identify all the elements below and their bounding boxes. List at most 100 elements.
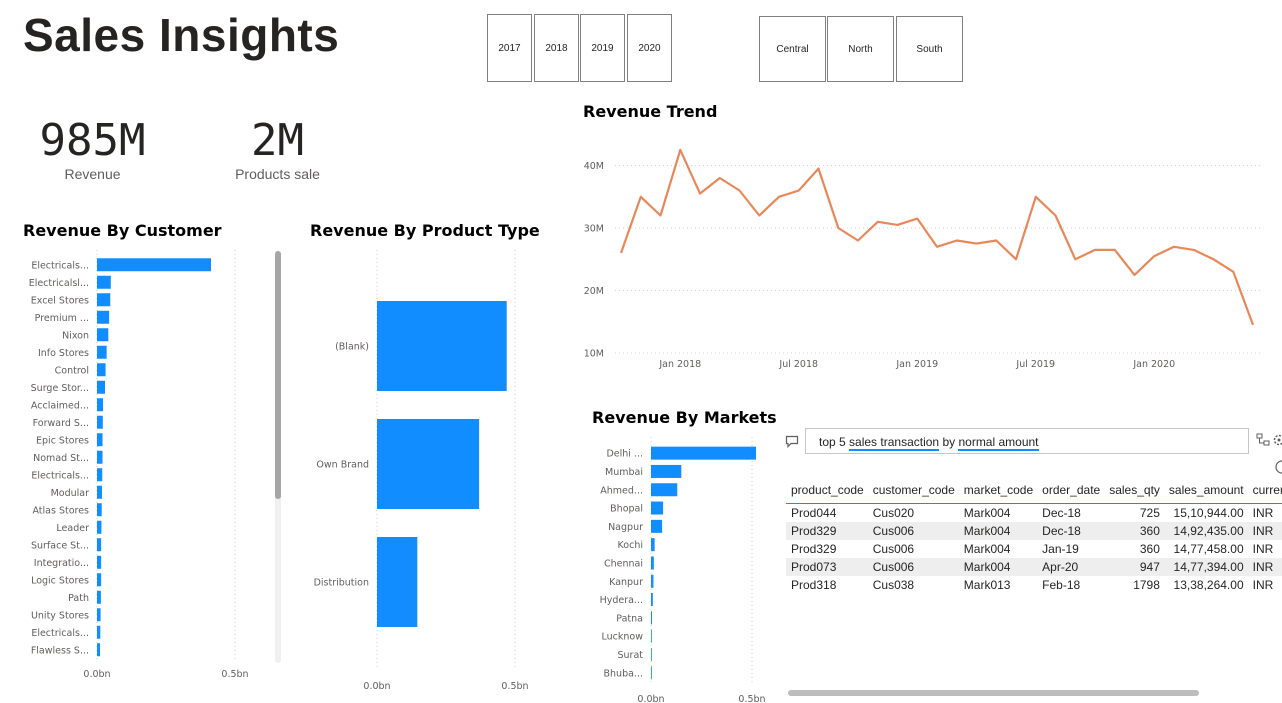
- category-label: Bhuba...: [604, 668, 643, 679]
- year-slicer-option[interactable]: 2017: [487, 14, 532, 82]
- table-cell: 360: [1104, 522, 1164, 540]
- category-label: Nixon: [62, 330, 89, 341]
- settings-icon[interactable]: [1272, 433, 1282, 447]
- bar: [97, 555, 102, 569]
- trend-chart-title: Revenue Trend: [583, 102, 718, 121]
- category-label: Unity Stores: [31, 610, 89, 621]
- table-cell: Cus006: [872, 542, 915, 556]
- table-cell: INR: [1252, 578, 1274, 592]
- bar: [97, 398, 104, 412]
- table-cell: Mark004: [963, 506, 1011, 520]
- table-row[interactable]: Prod318 Cus038 Mark013 Feb-18 1798 13,38,264.…: [786, 576, 1282, 594]
- bar: [97, 608, 101, 622]
- kpi-label: Revenue: [64, 166, 121, 182]
- bar: [651, 464, 682, 478]
- axis-tick-label: 20M: [584, 286, 604, 297]
- region-slicer-option[interactable]: South: [896, 16, 963, 82]
- table-cell: 14,77,458.00: [1173, 542, 1244, 556]
- table-row[interactable]: Prod044 Cus020 Mark004 Dec-18 725 15,10,944.0…: [786, 504, 1282, 523]
- table-cell: 15,10,944.00: [1173, 506, 1244, 520]
- qa-term: by: [942, 435, 956, 449]
- category-label: Atlas Stores: [32, 505, 89, 516]
- category-label: Electricals...: [31, 470, 89, 481]
- table-cell: 14,77,394.00: [1163, 558, 1248, 576]
- year-slicer-option[interactable]: 2020: [627, 14, 672, 82]
- chat-icon[interactable]: [785, 435, 799, 448]
- column-header[interactable]: sales_qty: [1104, 479, 1164, 504]
- axis-tick-label: Jul 2019: [1015, 359, 1055, 370]
- axis-tick-label: Jan 2020: [1132, 359, 1175, 370]
- category-label: Patna: [616, 613, 643, 624]
- table-cell: Prod073: [786, 558, 868, 576]
- table-row[interactable]: Prod329 Cus006 Mark004 Dec-18 360 14,92,435.0…: [786, 522, 1282, 540]
- column-header[interactable]: market_code: [958, 479, 1038, 504]
- category-label: Electricals...: [31, 628, 89, 639]
- kpi-card-products-sale[interactable]: 2M Products sale: [205, 115, 350, 182]
- bar: [97, 450, 103, 464]
- category-label: Path: [68, 593, 89, 604]
- table-cell: INR: [1247, 558, 1282, 576]
- bar: [97, 275, 111, 289]
- qa-horizontal-scrollbar[interactable]: [788, 690, 1199, 696]
- table-cell: 947: [1104, 558, 1164, 576]
- axis-tick-label: Jan 2019: [895, 359, 938, 370]
- table-cell: Apr-20: [1037, 558, 1105, 576]
- table-cell: Jan-19: [1042, 542, 1079, 556]
- table-row[interactable]: Prod329 Cus006 Mark004 Jan-19 360 14,77,458.0…: [786, 540, 1282, 558]
- axis-tick-label: 10M: [584, 349, 604, 360]
- category-label: Acclaimed...: [31, 400, 89, 411]
- table-cell: Feb-18: [1042, 578, 1081, 592]
- page-title: Sales Insights: [23, 9, 340, 61]
- year-slicer-option[interactable]: 2019: [580, 14, 625, 82]
- region-slicer-option[interactable]: North: [827, 16, 894, 82]
- bar: [97, 625, 101, 639]
- bar: [97, 433, 103, 447]
- category-label: Chennai: [604, 558, 643, 569]
- table-cell: Dec-18: [1037, 522, 1105, 540]
- table-cell: INR: [1252, 542, 1274, 556]
- bar: [97, 643, 101, 657]
- bar: [377, 419, 480, 509]
- category-label: Info Stores: [38, 348, 89, 359]
- info-icon[interactable]: [1274, 459, 1282, 475]
- bar: [651, 611, 653, 625]
- table-cell: Prod329: [786, 522, 868, 540]
- category-label: Flawless S...: [31, 645, 89, 656]
- category-label: Mumbai: [605, 467, 643, 478]
- column-header[interactable]: product_code: [786, 479, 868, 504]
- table-cell: Prod318: [791, 578, 837, 592]
- category-label: Bhopal: [610, 504, 643, 515]
- revenue-by-markets-chart[interactable]: Delhi ... Mumbai Ahmed... Bhopal Nagpur Kochi…: [570, 432, 785, 702]
- column-header[interactable]: order_date: [1037, 479, 1105, 504]
- category-label: Surge Stor...: [31, 383, 89, 394]
- column-header[interactable]: customer_code: [867, 479, 959, 504]
- kpi-card-revenue[interactable]: 985M Revenue: [20, 115, 165, 182]
- share-icon[interactable]: [1256, 433, 1270, 447]
- revenue-by-customer-chart[interactable]: Electricals... Electricalsl... Excel Store…: [0, 245, 290, 685]
- bar: [97, 310, 110, 324]
- table-cell: Cus006: [867, 522, 959, 540]
- qa-term: top 5: [819, 435, 846, 449]
- region-slicer-option[interactable]: Central: [759, 16, 826, 82]
- sales-transaction-table[interactable]: product_code customer_code market_code orde…: [786, 479, 1282, 594]
- customer-chart-scrollbar-thumb[interactable]: [275, 251, 281, 499]
- category-label: Nagpur: [608, 522, 643, 533]
- revenue-by-product-type-chart[interactable]: (Blank) Own Brand Distribution 0.0bn 0.5bn: [295, 245, 540, 695]
- category-label: Excel Stores: [31, 295, 89, 306]
- table-cell: Cus006: [867, 558, 959, 576]
- axis-tick-label: 0.5bn: [501, 681, 528, 692]
- bar: [97, 293, 111, 307]
- product-type-chart-title: Revenue By Product Type: [310, 221, 540, 240]
- table-cell: Mark004: [958, 558, 1038, 576]
- column-header[interactable]: currency: [1247, 479, 1282, 504]
- customer-chart-title: Revenue By Customer: [23, 221, 222, 240]
- year-slicer-option[interactable]: 2018: [534, 14, 579, 82]
- category-label: Surat: [617, 650, 643, 661]
- table-row[interactable]: Prod073 Cus006 Mark004 Apr-20 947 14,77,394.0…: [786, 558, 1282, 576]
- column-header[interactable]: sales_amount: [1163, 479, 1248, 504]
- category-label: Own Brand: [316, 460, 369, 471]
- kpi-value: 2M: [251, 115, 304, 166]
- category-label: Premium ...: [35, 313, 89, 324]
- revenue-trend-chart[interactable]: 10M 20M 30M 40M Jan 2018 Jul 2018 Jan 2019 Jul …: [570, 128, 1270, 378]
- qa-question-input[interactable]: top 5 sales transaction by normal amount: [805, 428, 1249, 454]
